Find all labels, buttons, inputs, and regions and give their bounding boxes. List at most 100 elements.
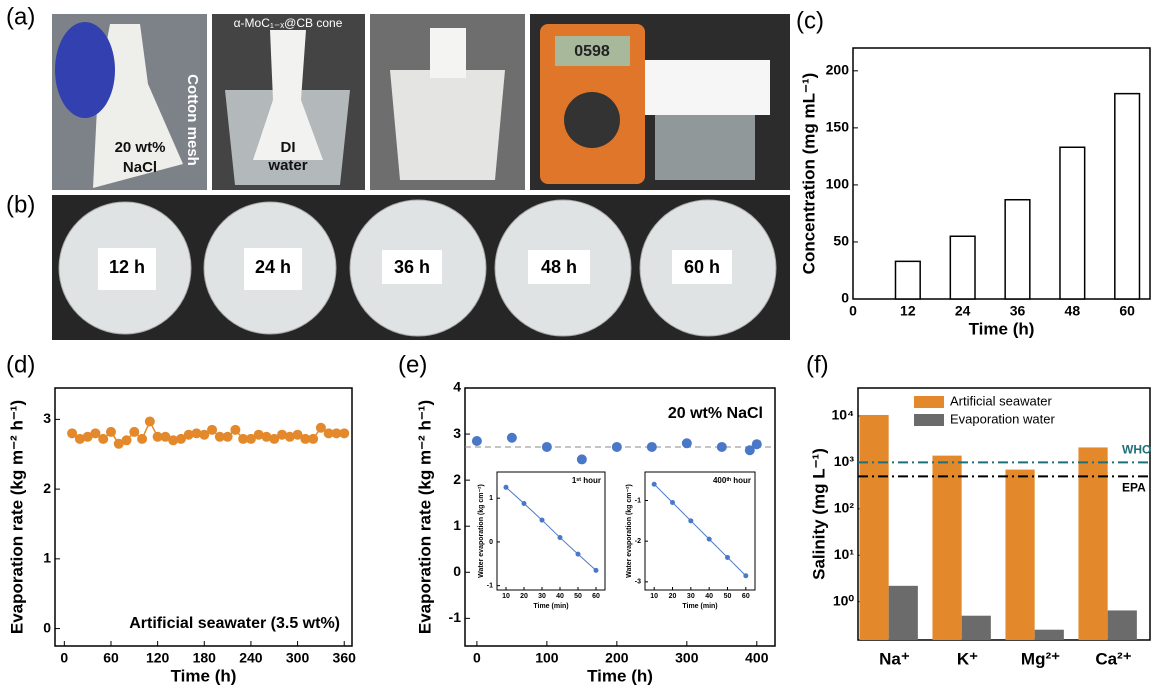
x-tick-label: Mg²⁺ [1021,649,1060,668]
bar [932,455,962,640]
x-tick-label: 360 [333,649,357,665]
x-tick-label: 50 [574,593,582,600]
y-tick-label: 1 [43,550,51,566]
x-tick-label: 20 [669,593,677,600]
point [152,431,163,442]
legend-label: Artificial seawater [950,393,1053,408]
y-axis-label: Evaporation rate (kg m⁻² h⁻¹) [7,400,26,634]
point [593,567,599,573]
y-axis-label: Water evaporation (kg cm⁻²) [626,484,633,578]
point [269,433,280,444]
x-tick-label: 40 [705,593,713,600]
x-tick-label: 200 [605,649,629,665]
y-tick-label: 10¹ [834,546,855,562]
point [191,428,202,439]
inset-title: 1ˢᵗ hour [572,476,601,485]
y-tick-label: 100 [826,176,850,192]
x-tick-label: 30 [687,593,695,600]
annotation: Artificial seawater (3.5 wt%) [129,615,340,632]
plot-frame [857,387,1151,641]
photo-label: 0598 [574,43,610,60]
point [253,429,264,440]
x-tick-label: 36 [1010,302,1026,318]
x-tick-label: 10 [502,593,510,600]
photo-label: water [267,157,307,174]
x-tick-label: 40 [556,593,564,600]
x-axis-label: Time (h) [171,666,237,685]
x-tick-label: 24 [955,302,971,318]
panel-label: (e) [398,351,427,378]
bar [1005,469,1035,640]
panel-label: (a) [6,3,35,30]
y-tick-label: 2 [453,471,461,487]
bar [1059,146,1086,300]
y-axis-label: Evaporation rate (kg m⁻² h⁻¹) [415,400,434,634]
point [121,435,132,446]
point [681,438,692,449]
bar [1034,629,1064,640]
x-tick-label: 60 [742,593,750,600]
bar [961,615,991,640]
point [230,424,241,435]
photo-label: 20 wt% [115,139,166,156]
photo-label: Cotton mesh [184,74,201,166]
y-tick-label: -1 [635,497,641,504]
point [716,441,727,452]
plot-frame [852,47,1151,300]
x-tick-label: 48 [1065,302,1081,318]
point [74,433,85,444]
panel-label: (c) [796,7,824,34]
point [611,441,622,452]
x-tick-label: Ca²⁺ [1095,649,1131,668]
photo-label: 36 h [394,257,430,277]
bar [1004,198,1031,300]
series-line [653,483,747,577]
annotation: 20 wt% NaCl [668,405,763,422]
x-tick-label: 10 [650,593,658,600]
point [214,431,225,442]
y-tick-label: 0 [43,619,51,635]
photo-label: 24 h [255,257,291,277]
x-tick-label: 300 [286,649,310,665]
legend-label: Evaporation water [950,411,1055,426]
point [67,428,78,439]
y-tick-label: 3 [453,425,461,441]
reference-label: WHO [1122,443,1151,457]
x-tick-label: 60 [1119,302,1135,318]
point [541,441,552,452]
point [576,454,587,465]
point [751,439,762,450]
point [315,422,326,433]
point [129,426,140,437]
plot-frame [54,387,353,647]
x-tick-label: 0 [60,649,68,665]
y-tick-label: 3 [43,410,51,426]
x-axis-label: Time (min) [533,603,568,610]
point [725,554,730,560]
bar [1114,92,1141,300]
panel-label: (b) [6,191,35,218]
point [245,433,256,444]
point [137,433,148,444]
y-tick-label: 50 [833,233,849,249]
y-tick-label: -1 [449,609,462,625]
point [160,431,171,442]
y-tick-label: 4 [453,379,461,395]
y-tick-label: -3 [635,579,641,586]
x-tick-label: Na⁺ [879,649,910,668]
x-tick-label: 60 [103,649,119,665]
point [323,428,334,439]
point [506,432,517,443]
point [222,431,233,442]
photo-label: NaCl [123,159,157,176]
point [503,484,509,490]
bar [1078,447,1108,640]
x-tick-label: K⁺ [957,649,978,668]
x-tick-label: 180 [193,649,217,665]
x-tick-label: 400 [745,649,769,665]
x-tick-label: 120 [146,649,170,665]
photo-label: 48 h [541,257,577,277]
y-tick-label: 1 [453,517,461,533]
x-tick-label: 50 [724,593,732,600]
